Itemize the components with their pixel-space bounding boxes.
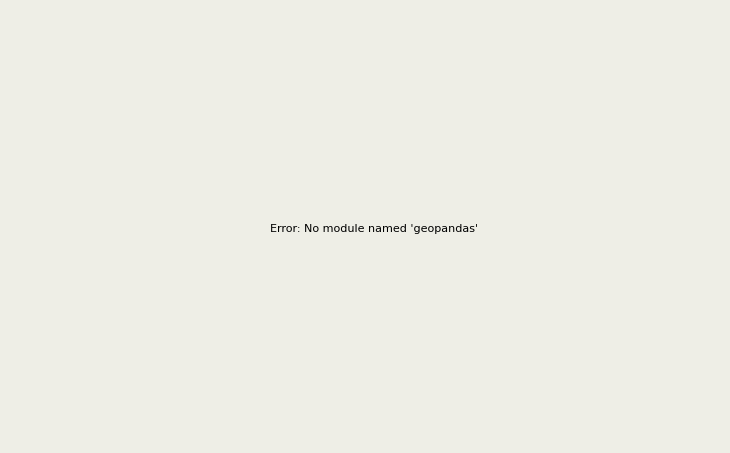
Text: Error: No module named 'geopandas': Error: No module named 'geopandas' <box>270 224 478 234</box>
